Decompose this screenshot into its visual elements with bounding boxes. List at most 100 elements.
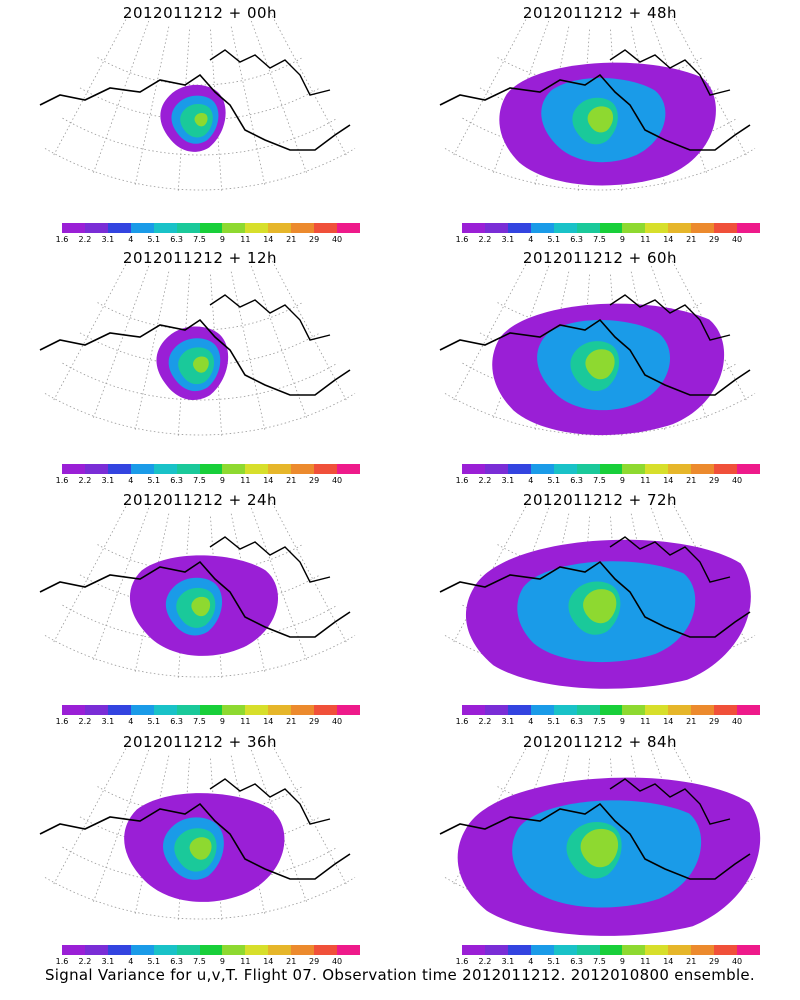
colorbar-swatch: [107, 223, 132, 233]
colorbar-swatch: [484, 223, 509, 233]
colorbar-label: 40: [731, 476, 743, 485]
colorbar-swatch: [668, 945, 692, 955]
colorbar-label: 29: [709, 957, 720, 966]
colorbar-label: 11: [640, 957, 651, 966]
colorbar-swatch: [507, 705, 532, 715]
panel-36h: 2012011212 + 36h 1.6 2.2 3.1 4 5.1 6.3 7.5 9 11 1…: [0, 729, 400, 969]
panel-title: 2012011212 + 48h: [522, 4, 678, 22]
colorbar-swatch: [553, 945, 578, 955]
colorbar-label: 14: [263, 476, 274, 485]
panel-00h: 2012011212 + 00h 1.6 2.2 3.1 4 5.1 6.3 7.5 9 11 1…: [0, 0, 400, 244]
latitude-line: [44, 635, 356, 678]
colorbar-label: 1.6: [455, 717, 469, 726]
colorbar-label: 2.2: [478, 476, 492, 485]
colorbar-label: 40: [331, 717, 343, 726]
colorbar-swatch: [153, 945, 178, 955]
colorbar-swatch: [107, 945, 132, 955]
coastline: [209, 536, 331, 583]
colorbar-swatch: [714, 705, 738, 715]
colorbar-label: 5.1: [547, 235, 561, 244]
panel-title: 2012011212 + 60h: [522, 249, 678, 267]
coastline: [209, 49, 331, 96]
colorbar-label: 7.5: [593, 957, 606, 966]
variance-contour: [587, 106, 614, 133]
colorbar-swatch: [337, 223, 361, 233]
colorbar-label: 6.3: [570, 235, 583, 244]
colorbar-swatch: [314, 705, 338, 715]
colorbar-label: 7.5: [193, 717, 206, 726]
coastline: [39, 802, 351, 880]
colorbar-swatch: [337, 464, 361, 474]
longitude-line: [270, 499, 347, 643]
coastline: [609, 536, 731, 583]
colorbar-swatch: [130, 945, 155, 955]
colorbar-label: 5.1: [547, 717, 561, 726]
colorbar-label: 2.2: [478, 235, 492, 244]
colorbar-swatch: [337, 705, 361, 715]
colorbar-swatch: [484, 464, 509, 474]
colorbar-label: 6.3: [170, 957, 183, 966]
colorbar-label: 7.5: [193, 235, 206, 244]
panel-title: 2012011212 + 36h: [122, 733, 278, 751]
colorbar-label: 9: [219, 957, 225, 966]
colorbar-label: 11: [240, 235, 251, 244]
variance-contour: [189, 837, 212, 860]
colorbar-label: 7.5: [193, 957, 206, 966]
colorbar-swatch: [291, 464, 315, 474]
colorbar-swatch: [84, 945, 109, 955]
longitude-line: [92, 20, 150, 174]
colorbar-swatch: [576, 223, 601, 233]
colorbar-swatch: [668, 223, 692, 233]
colorbar-swatch: [691, 223, 715, 233]
longitude-line: [53, 741, 130, 885]
colorbar-swatch: [530, 705, 555, 715]
colorbar-swatch: [268, 464, 292, 474]
colorbar-swatch: [714, 223, 738, 233]
colorbar-label: 21: [686, 476, 697, 485]
colorbar-label: 40: [331, 235, 343, 244]
variance-map: [39, 499, 356, 679]
colorbar-label: 4: [528, 717, 534, 726]
colorbar-swatch: [245, 464, 269, 474]
variance-field: [160, 84, 226, 152]
panel-24h: 2012011212 + 24h 1.6 2.2 3.1 4 5.1 6.3 7.5 9 11 1…: [0, 487, 400, 727]
colorbar-label: 4: [128, 476, 134, 485]
colorbar-label: 4: [128, 957, 134, 966]
colorbar-swatch: [199, 464, 223, 474]
colorbar-swatch: [268, 223, 292, 233]
colorbar-label: 29: [309, 476, 320, 485]
colorbar-swatch: [737, 945, 761, 955]
colorbar-swatch: [130, 705, 155, 715]
panel-60h: 2012011212 + 60h 1.6 2.2 3.1 4 5.1 6.3 7.5 9 11 1…: [400, 245, 800, 485]
longitude-line: [250, 507, 308, 661]
colorbar-label: 14: [263, 235, 274, 244]
colorbar-swatch: [576, 705, 601, 715]
colorbar-swatch: [622, 705, 646, 715]
colorbar-label: 21: [286, 235, 297, 244]
colorbar-swatch: [691, 464, 715, 474]
colorbar-label: 29: [309, 235, 320, 244]
colorbar-label: 3.1: [501, 717, 515, 726]
colorbar-swatch: [199, 223, 223, 233]
colorbar-label: 14: [663, 717, 674, 726]
colorbar-label: 11: [240, 476, 251, 485]
longitude-line: [53, 12, 130, 156]
variance-contour: [194, 112, 208, 127]
colorbar-label: 2.2: [78, 717, 92, 726]
colorbar-swatch: [507, 945, 532, 955]
colorbar-swatch: [553, 705, 578, 715]
colorbar-swatch: [62, 705, 86, 715]
colorbar-label: 14: [663, 476, 674, 485]
figure-caption: Signal Variance for u,v,T. Flight 07. Ob…: [44, 966, 756, 984]
colorbar-swatch: [622, 945, 646, 955]
coastline: [609, 294, 731, 341]
latitude-line: [444, 393, 756, 436]
variance-contour: [191, 596, 211, 617]
variance-contour: [193, 356, 209, 373]
colorbar-label: 4: [528, 235, 534, 244]
panel-title: 2012011212 + 24h: [122, 491, 278, 509]
colorbar-swatch: [714, 464, 738, 474]
colorbar-label: 29: [309, 717, 320, 726]
colorbar-swatch: [737, 464, 761, 474]
colorbar-swatch: [462, 705, 486, 715]
